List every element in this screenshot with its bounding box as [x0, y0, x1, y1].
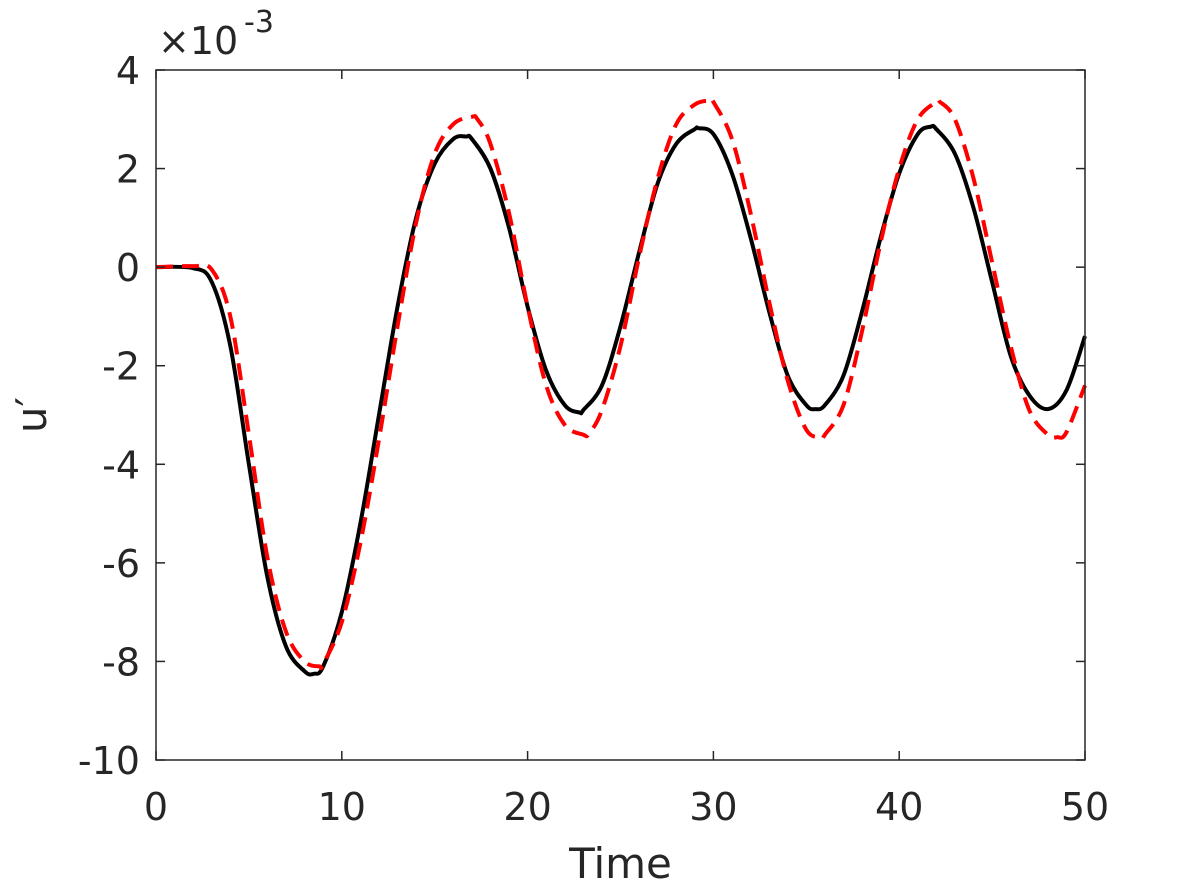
x-tick-label: 50: [1061, 785, 1109, 829]
y-tick-label: -6: [102, 542, 140, 586]
y-axis-exponent: ×10 -3: [158, 5, 274, 63]
y-tick-label: -2: [102, 345, 140, 389]
x-tick-label: 20: [503, 785, 551, 829]
plot-area-frame: [155, 69, 1086, 761]
y-tick-label: 0: [116, 246, 140, 290]
y-tick-label: 4: [116, 49, 140, 93]
y-tick-label: 2: [116, 148, 140, 192]
series-layer: [155, 96, 1087, 677]
series-line-2: [155, 96, 1087, 671]
x-tick-label: 40: [875, 785, 923, 829]
x-tick-label: 30: [689, 785, 737, 829]
series-line-1: [155, 123, 1087, 677]
ticks-layer: 0 10 20 30 40 50 -10 -8 -6 -4 -2 0 2 4: [78, 49, 1109, 829]
y-tick-label: -8: [102, 640, 140, 684]
y-tick-label: -4: [102, 443, 140, 487]
y-axis-exponent-base: ×10: [158, 19, 238, 63]
y-tick-label: -10: [78, 739, 140, 783]
y-axis-exponent-power: -3: [244, 5, 274, 40]
y-axis-label: u′: [7, 397, 56, 433]
x-tick-label: 10: [318, 785, 366, 829]
x-tick-label: 0: [144, 785, 168, 829]
x-axis-label: Time: [568, 839, 672, 888]
